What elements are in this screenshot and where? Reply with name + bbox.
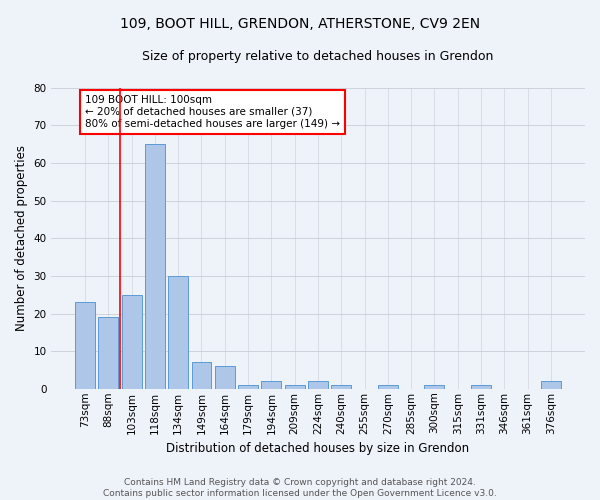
Bar xyxy=(215,366,235,389)
Bar xyxy=(262,381,281,389)
Bar xyxy=(471,385,491,389)
Text: Contains HM Land Registry data © Crown copyright and database right 2024.
Contai: Contains HM Land Registry data © Crown c… xyxy=(103,478,497,498)
Bar xyxy=(331,385,351,389)
Bar xyxy=(424,385,444,389)
Text: 109 BOOT HILL: 100sqm
← 20% of detached houses are smaller (37)
80% of semi-deta: 109 BOOT HILL: 100sqm ← 20% of detached … xyxy=(85,96,340,128)
Bar xyxy=(98,318,118,389)
Y-axis label: Number of detached properties: Number of detached properties xyxy=(15,146,28,332)
Bar xyxy=(541,381,561,389)
Title: Size of property relative to detached houses in Grendon: Size of property relative to detached ho… xyxy=(142,50,494,63)
Bar xyxy=(122,294,142,389)
Bar xyxy=(145,144,165,389)
Bar xyxy=(191,362,211,389)
Bar xyxy=(285,385,305,389)
Bar xyxy=(308,381,328,389)
X-axis label: Distribution of detached houses by size in Grendon: Distribution of detached houses by size … xyxy=(166,442,469,455)
Bar xyxy=(75,302,95,389)
Bar xyxy=(168,276,188,389)
Bar xyxy=(238,385,258,389)
Text: 109, BOOT HILL, GRENDON, ATHERSTONE, CV9 2EN: 109, BOOT HILL, GRENDON, ATHERSTONE, CV9… xyxy=(120,18,480,32)
Bar xyxy=(378,385,398,389)
